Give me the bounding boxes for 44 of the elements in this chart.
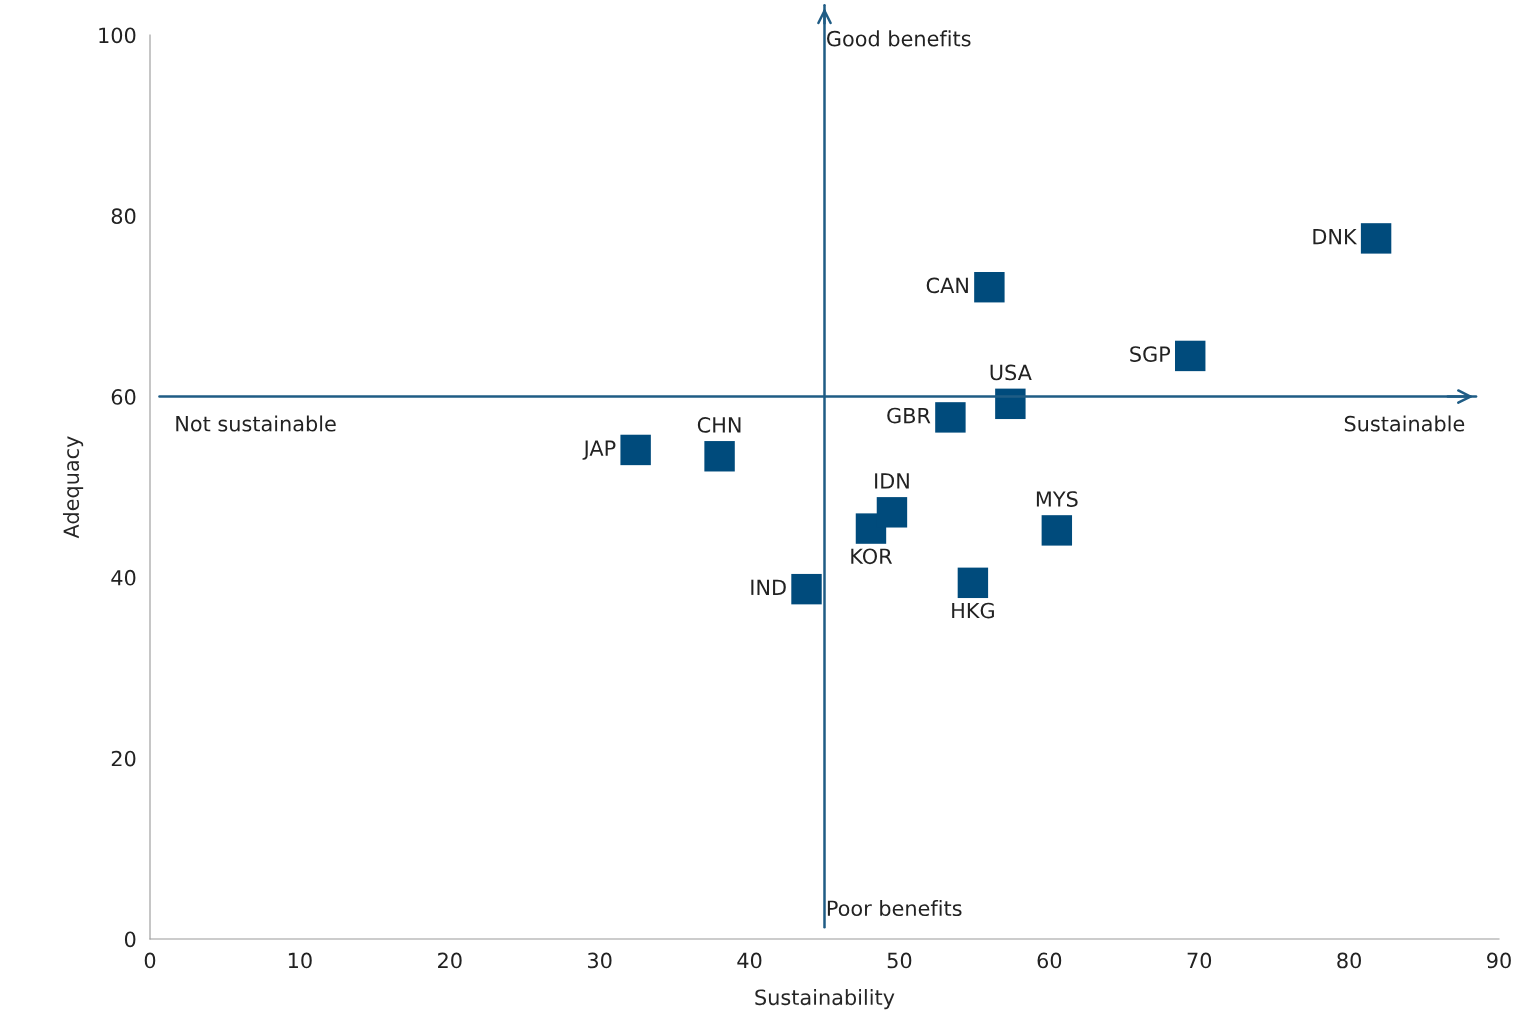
point: [791, 573, 822, 605]
y-tick-label: 60: [111, 389, 136, 405]
point: [1360, 223, 1392, 254]
series-label: HKG: [952, 602, 994, 619]
y-tick-label: 80: [111, 208, 136, 225]
y-axis-title: Adequacy: [62, 436, 84, 539]
x-axis-title: Sustainability: [755, 989, 895, 1010]
series-label: JAP: [582, 440, 616, 460]
point: [974, 272, 1005, 303]
x-tick-label: 70: [1187, 952, 1212, 969]
y-tick-label: 20: [111, 750, 136, 767]
x-tick-label: 20: [438, 952, 462, 969]
x-tick-label: 80: [1337, 952, 1361, 969]
series-label: KOR: [851, 548, 893, 565]
point: [1041, 515, 1073, 546]
x-tick-label: 30: [588, 952, 612, 969]
point: [620, 434, 651, 466]
annotation: Not sustainable: [176, 415, 336, 432]
point: [957, 567, 989, 599]
series-label: MYS: [1036, 491, 1078, 507]
series-label: IND: [751, 579, 786, 595]
point: [1175, 340, 1206, 372]
point: [935, 402, 966, 433]
series-label: DNK: [1313, 228, 1358, 245]
series-label: USA: [990, 364, 1032, 381]
y-tick-label: 100: [99, 27, 136, 44]
y-tick-label: 0: [124, 931, 136, 948]
series-label: CHN: [697, 417, 741, 433]
x-tick-label: 90: [1487, 952, 1511, 969]
x-tick-label: 60: [1037, 952, 1062, 969]
x-tick-label: 0: [144, 952, 156, 969]
x-tick-label: 50: [887, 952, 912, 969]
x-tick-label: 10: [288, 952, 312, 969]
x-tick-label: 40: [737, 952, 762, 969]
y-tick-label: 40: [111, 569, 136, 586]
annotation: Poor benefits: [827, 899, 962, 917]
point: [704, 441, 735, 472]
series-label: CAN: [926, 277, 968, 294]
series-label: GBR: [887, 407, 931, 424]
annotation: Good benefits: [827, 30, 971, 47]
point: [876, 497, 908, 528]
series-label: SGP: [1130, 346, 1171, 362]
series-label: IDN: [875, 473, 909, 489]
annotation: Sustainable: [1344, 415, 1465, 432]
